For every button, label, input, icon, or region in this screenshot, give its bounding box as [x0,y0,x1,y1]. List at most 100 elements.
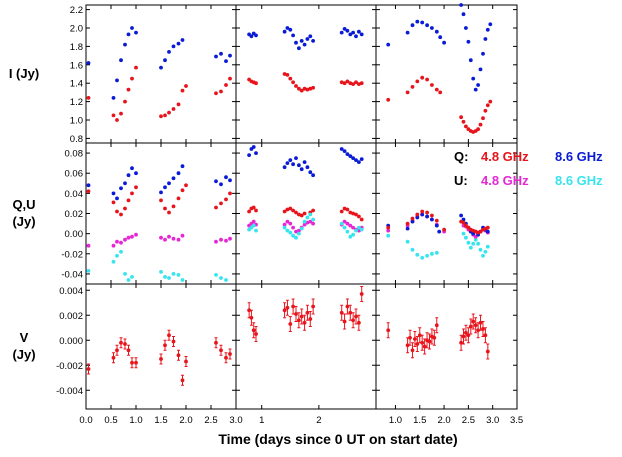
x-tick-label: 1.0 [129,415,142,426]
data-point-i48 [123,99,127,104]
data-point-q86 [219,182,223,187]
data-point-i48 [123,342,127,346]
data-point-u48 [86,243,91,248]
data-point-u86 [357,225,361,230]
data-point-i48 [219,348,223,353]
data-point-i48 [251,328,256,333]
y-tick-label: -0.04 [61,269,83,280]
data-point-u48 [302,222,307,227]
y-tick-label: 0.002 [59,311,83,322]
data-point-i48 [86,367,91,371]
data-point-i48 [214,340,218,345]
y-tick-label: -0.002 [56,361,83,372]
y-tick-label: 1.8 [70,42,83,53]
data-point-i48 [476,328,480,333]
data-point-i48 [134,360,138,365]
data-point-u86 [308,212,313,217]
data-point-q86 [305,165,310,170]
data-point-i48 [249,315,254,320]
data-point-q48 [302,211,307,216]
data-point-u86 [251,223,256,228]
data-point-i86 [311,39,315,43]
data-point-i48 [86,96,91,100]
data-point-q48 [339,209,344,214]
data-point-i48 [299,314,304,319]
data-point-i86 [466,39,471,44]
data-point-i86 [130,26,134,30]
data-point-i48 [171,107,176,111]
data-point-u48 [176,237,181,242]
data-point-u86 [171,272,176,276]
data-point-q48 [425,210,429,215]
data-point-u48 [342,219,347,224]
x-axis-label: Time (days since 0 UT on start date) [218,431,457,447]
data-point-q48 [420,209,425,214]
data-point-i86 [415,19,420,24]
y-tick-label: 0.02 [65,209,84,220]
data-point-u48 [351,225,355,230]
data-point-i48 [405,90,410,95]
y-axis-label: I (Jy) [9,66,39,81]
data-point-i48 [417,333,422,338]
data-point-q48 [442,227,446,232]
y-tick-label: -0.02 [61,249,83,260]
data-point-q86 [282,165,287,170]
data-point-i86 [478,67,483,72]
data-point-i86 [214,54,218,59]
panel-frame-r0-c1 [235,4,377,144]
data-point-q86 [126,173,131,178]
legend-q86: 8.6 GHz [555,149,603,164]
data-point-q48 [354,212,358,217]
data-point-u86 [485,244,490,249]
data-point-i48 [339,80,344,85]
data-point-i48 [163,113,167,118]
data-point-u48 [288,221,293,226]
data-point-u86 [167,276,171,280]
data-point-i86 [302,42,307,47]
data-point-u48 [123,237,127,242]
data-marks [86,3,493,386]
data-point-q48 [461,220,466,225]
data-point-q48 [351,211,355,216]
data-point-i48 [288,76,293,81]
data-point-i48 [359,292,364,296]
data-point-q86 [302,160,307,165]
data-point-i86 [342,27,347,31]
data-point-i48 [348,310,353,315]
data-point-q86 [308,170,313,175]
data-point-q48 [345,207,350,212]
data-point-i48 [167,333,171,338]
data-point-u86 [130,275,134,279]
data-point-u86 [224,278,228,282]
data-point-u86 [405,239,410,244]
data-point-i48 [427,339,432,344]
data-point-q86 [288,158,293,163]
data-point-u86 [115,253,119,258]
data-point-q86 [285,161,290,166]
data-point-i48 [299,88,304,93]
data-point-i48 [254,81,258,86]
data-point-i48 [228,76,232,81]
data-point-i48 [130,360,134,365]
x-tick-label: 2 [316,415,321,426]
data-point-i48 [305,87,310,92]
data-point-i48 [297,86,301,91]
data-point-q48 [247,209,252,214]
data-point-q86 [437,229,442,234]
data-point-u86 [354,228,358,233]
data-point-u86 [311,217,315,222]
data-point-q86 [415,215,420,220]
data-point-i48 [285,305,290,310]
x-tick-label: 2.5 [204,415,217,426]
x-tick-label: 2.0 [179,415,192,426]
data-point-q48 [415,212,420,217]
data-point-i86 [111,96,116,100]
data-point-i48 [342,319,347,324]
data-point-u86 [285,228,290,233]
data-point-i48 [432,335,437,340]
data-point-u86 [483,249,488,254]
data-point-i48 [219,89,223,94]
data-point-u86 [461,231,466,236]
panel-frame-r2-c2 [375,283,518,410]
